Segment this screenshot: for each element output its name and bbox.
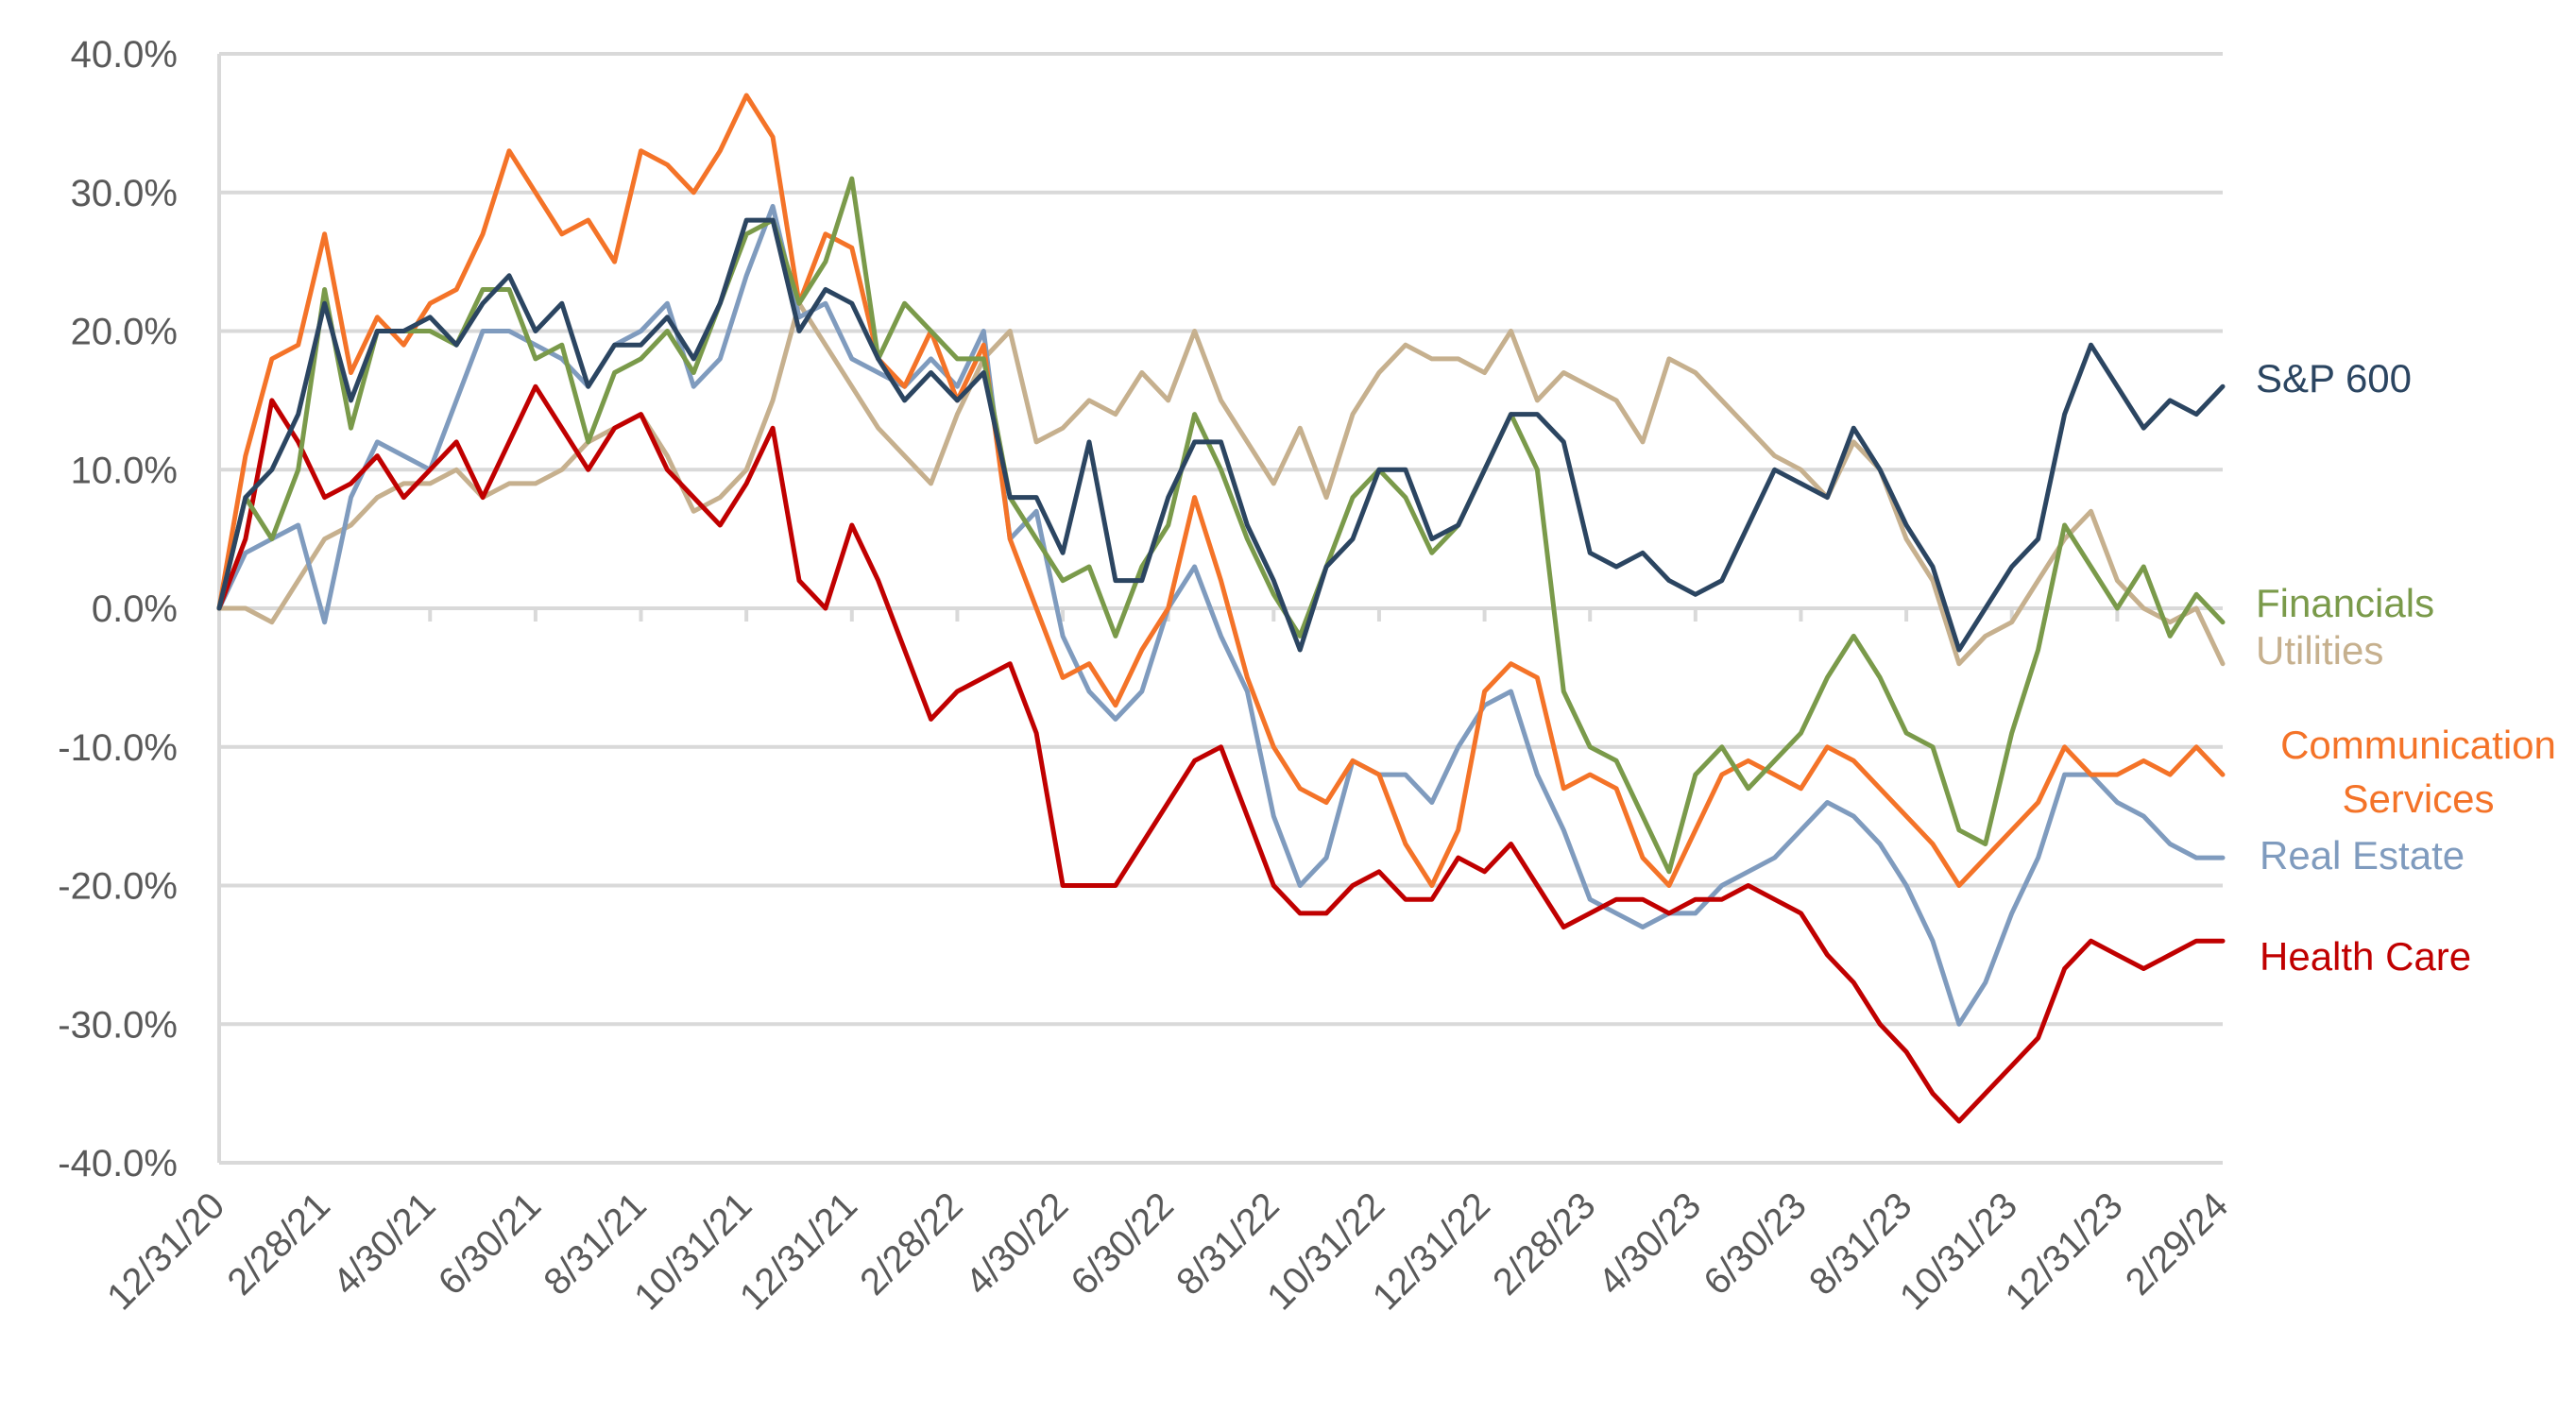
x-tick-label: 12/31/21 <box>732 1184 865 1318</box>
x-tick-label: 12/31/22 <box>1365 1184 1498 1318</box>
series-line-financials <box>216 176 2226 875</box>
y-tick-label: 10.0% <box>71 450 178 491</box>
y-tick-label: 30.0% <box>71 173 178 214</box>
x-tick-label: 6/30/22 <box>1064 1184 1182 1303</box>
series-label-communication-services: Communication <box>2280 723 2556 767</box>
x-tick-label: 2/28/21 <box>220 1184 338 1303</box>
y-tick-label: 20.0% <box>71 312 178 353</box>
x-tick-label: 12/31/23 <box>1998 1184 2131 1318</box>
series-label-health-care: Health Care <box>2260 934 2471 979</box>
y-tick-label: -40.0% <box>58 1143 178 1184</box>
x-tick-label: 2/28/22 <box>852 1184 970 1303</box>
series-lines <box>216 93 2226 1124</box>
x-tick-label: 10/31/21 <box>626 1184 759 1318</box>
series-label-real-estate: Real Estate <box>2260 833 2465 877</box>
x-tick-label: 4/30/21 <box>325 1184 443 1303</box>
x-tick-label: 2/28/23 <box>1485 1184 1603 1303</box>
series-line-health-care <box>216 383 2226 1124</box>
x-tick-label: 6/30/21 <box>431 1184 549 1303</box>
series-label-financials: Financials <box>2256 581 2434 625</box>
series-label-communication-services: Services <box>2342 776 2494 821</box>
x-axis-tick-labels: 12/31/202/28/214/30/216/30/218/31/2110/3… <box>99 1184 2236 1318</box>
y-tick-label: 40.0% <box>71 34 178 76</box>
x-tick-label: 10/31/22 <box>1259 1184 1392 1318</box>
y-tick-label: -30.0% <box>58 1004 178 1046</box>
x-tick-label: 4/30/23 <box>1591 1184 1709 1303</box>
x-tick-label: 12/31/20 <box>99 1184 232 1318</box>
x-tick-label: 4/30/22 <box>958 1184 1076 1303</box>
y-tick-label: -20.0% <box>58 866 178 908</box>
y-tick-label: 0.0% <box>92 588 178 630</box>
x-tick-label: 2/29/24 <box>2118 1184 2236 1303</box>
series-label-s-p-600: S&P 600 <box>2256 356 2412 400</box>
y-axis-tick-labels: 40.0% 30.0% 20.0% 10.0% 0.0% -10.0% -20.0% -30.… <box>58 34 178 1184</box>
x-tick-label: 10/31/23 <box>1892 1184 2025 1318</box>
series-line-real-estate <box>216 203 2226 1027</box>
gridlines <box>217 52 2223 1165</box>
series-labels: Utilities Real Estate Health Care Communica… <box>2256 356 2556 979</box>
series-label-utilities: Utilities <box>2256 628 2383 673</box>
series-line-communication-services <box>216 93 2226 888</box>
series-line-s-p-600 <box>216 217 2226 653</box>
x-tick-label: 6/30/23 <box>1696 1184 1814 1303</box>
y-tick-label: -10.0% <box>58 727 178 769</box>
